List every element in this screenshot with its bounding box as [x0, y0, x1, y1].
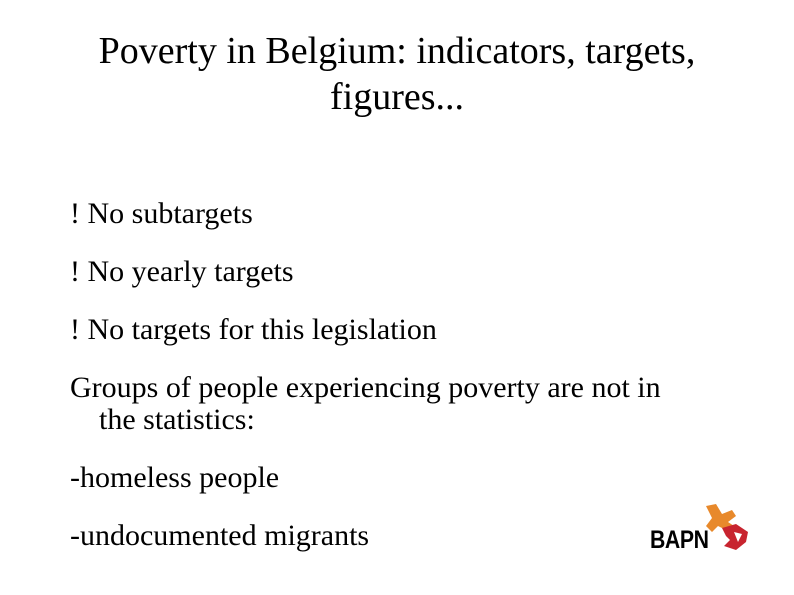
- bapn-logo-text: BAPN: [650, 526, 709, 554]
- list-item-undocumented-migrants: -undocumented migrants: [70, 519, 370, 552]
- list-item-homeless-people: -homeless people: [70, 461, 280, 494]
- slide-body-list: ! No subtargets ! No yearly targets ! No…: [70, 198, 790, 552]
- orange-hand-icon: [706, 504, 736, 532]
- red-hand-icon: [722, 524, 748, 550]
- list-item-no-subtargets: ! No subtargets: [70, 197, 253, 230]
- slide-title: Poverty in Belgium: indicators, targets,…: [0, 28, 794, 120]
- slide-title-line-1: Poverty in Belgium: indicators, targets,: [98, 30, 696, 72]
- bapn-logo: BAPN: [650, 500, 754, 556]
- list-item-no-targets-legislation: ! No targets for this legislation: [70, 313, 437, 346]
- slide-title-line-2: figures...: [329, 76, 465, 118]
- list-item-groups-not-in-statistics: Groups of people experiencing poverty ar…: [70, 371, 661, 404]
- list-item-groups-not-in-statistics-continued: the statistics:: [99, 403, 255, 436]
- list-item-no-yearly-targets: ! No yearly targets: [70, 255, 294, 288]
- bapn-logo-mark-icon: [706, 504, 748, 550]
